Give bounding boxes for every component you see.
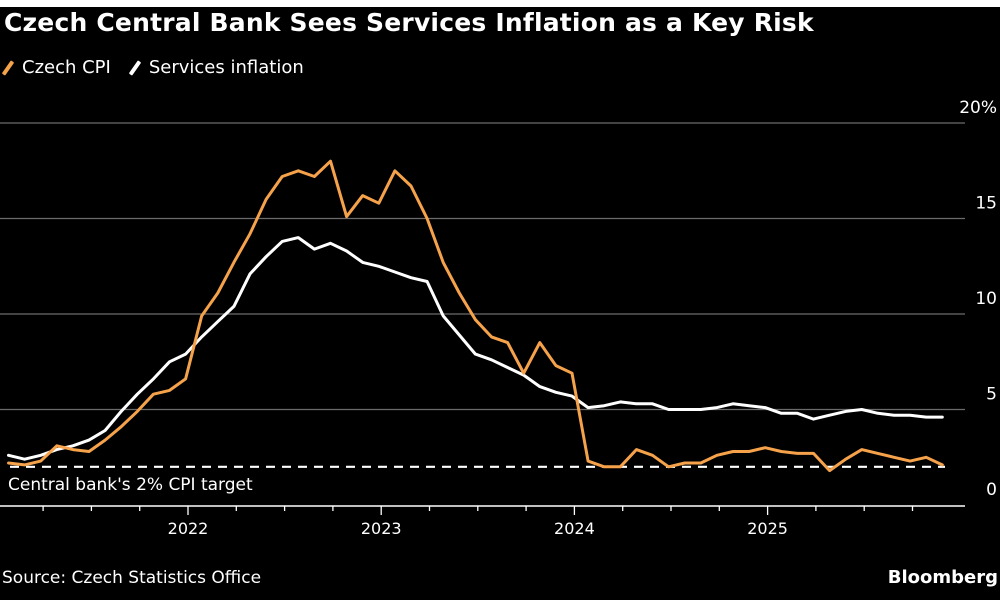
x-axis: 2022 2023 2024 2025 [0,505,965,538]
legend-item-czech-cpi: Czech CPI [1,57,111,78]
legend: Czech CPI Services inflation [1,57,326,78]
legend-label: Czech CPI [22,57,111,78]
y-tick-label: 15 [975,194,997,214]
source-note: Source: Czech Statistics Office [2,568,262,588]
points-czech-cpi [8,161,943,471]
chart-title: Czech Central Bank Sees Services Inflati… [4,8,814,37]
gridlines [0,122,965,411]
y-axis-labels: 0 5 10 15 20% [959,98,997,500]
top-accent-strip [0,0,1000,7]
series-lines [7,159,944,473]
x-tick-label: 2022 [168,519,209,538]
legend-item-services-inflation: Services inflation [128,57,304,78]
legend-label: Services inflation [148,57,304,78]
series-line-czech-cpi [7,159,944,473]
bloomberg-logo: Bloomberg [887,567,998,588]
y-tick-label: 5 [986,385,997,405]
y-tick-label: 10 [975,289,997,309]
x-tick-label: 2025 [747,519,788,538]
points-services-inflation [8,237,943,460]
y-tick-label: 20% [959,98,997,118]
series-line-services-inflation [7,236,944,461]
target-line-label: Central bank's 2% CPI target [8,475,253,495]
y-tick-label: 0 [986,480,997,500]
x-tick-label: 2024 [554,519,595,538]
target-reference-line: Central bank's 2% CPI target [8,465,945,495]
x-tick-label: 2023 [361,519,402,538]
